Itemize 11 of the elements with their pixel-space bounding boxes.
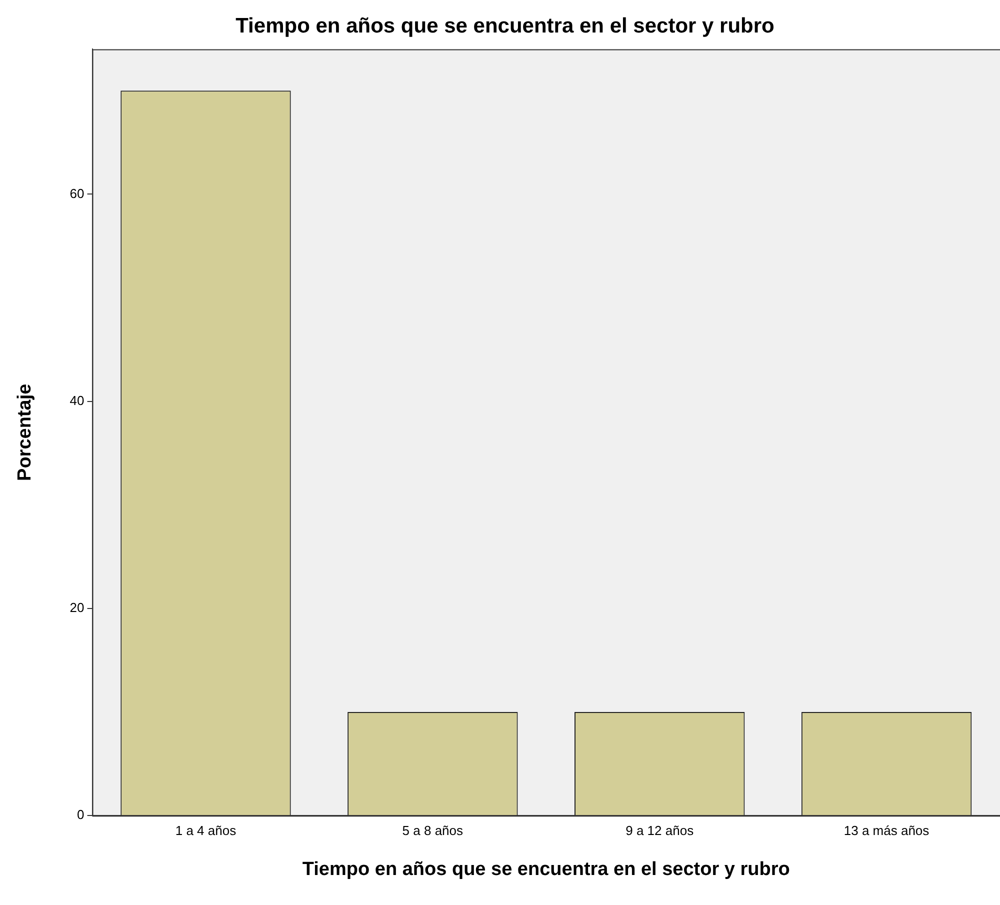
y-tick-label: 20 [70,600,84,616]
x-tick-label: 5 a 8 años [402,822,464,838]
chart-title: Tiempo en años que se encuentra en el sector y rubro [236,14,774,38]
x-axis-title: Tiempo en años que se encuentra en el sector y rubro [302,858,790,880]
x-tick-label: 9 a 12 años [626,822,694,838]
x-tick-label: 1 a 4 años [175,822,237,838]
x-tick-label: 13 a más años [844,822,930,838]
y-tick-label: 60 [70,186,84,201]
y-tick-label: 0 [77,807,84,822]
y-axis-title: Porcentaje [14,384,36,481]
y-tick-label: 40 [70,392,84,408]
